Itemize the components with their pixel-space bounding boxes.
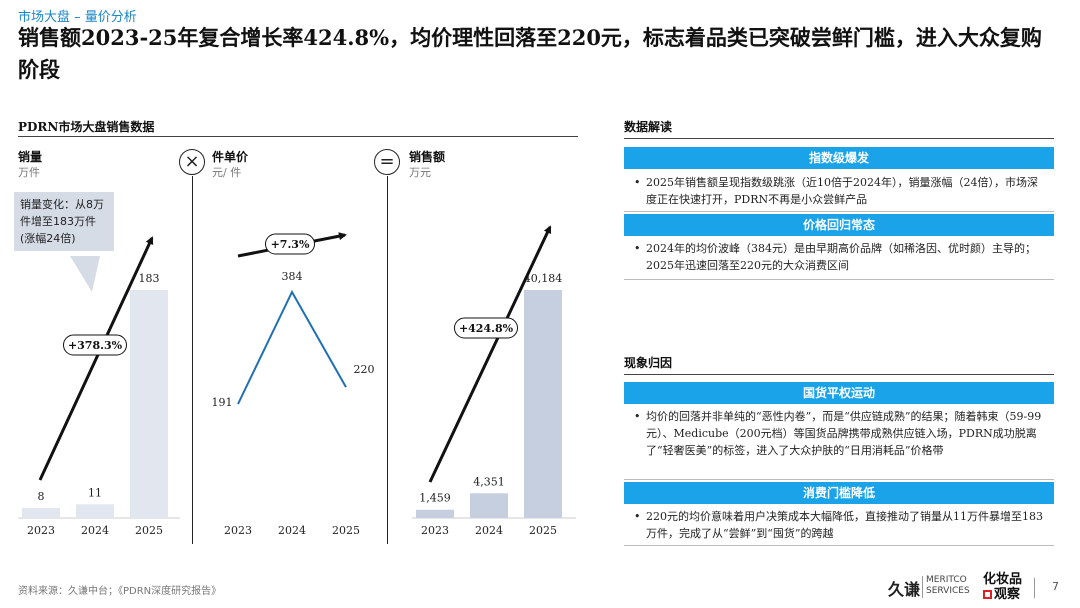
volume-callout: 销量变化：从8万件增至183万件 (涨幅24倍) xyxy=(14,192,114,251)
logo-top-text: 化妆品 xyxy=(983,572,1023,587)
bar xyxy=(130,290,168,518)
panel-label-volume: 销量 xyxy=(18,150,43,164)
x-tick-label: 2023 xyxy=(421,524,449,537)
data-reading-rule xyxy=(624,138,1054,139)
data-label: 40,184 xyxy=(524,272,563,285)
list-item: 均价的回落并非单纯的“恶性内卷”，而是“供应链成熟”的结果；随着韩束（59-99… xyxy=(624,408,1054,480)
source-note: 资料来源：久谦中台；《PDRN深度研究报告》 xyxy=(18,586,222,597)
logo-bottom-text: 观察 xyxy=(994,587,1021,602)
heading-threshold: 消费门槛降低 xyxy=(624,482,1054,504)
x-tick-label: 2023 xyxy=(224,524,252,537)
bullet-text: 2024年的均价波峰（384元）是由早期高价品牌（如稀洛因、优时颜）主导的；20… xyxy=(634,240,1054,274)
charts-svg: 2023 2024 2025 8 11 183 +378.3% 2023 2024 2025 191… xyxy=(18,225,576,537)
page-title: 销售额2023-25年复合增长率424.8%，均价理性回落至220元，标志着品类… xyxy=(18,25,1042,82)
meritco-logo-en-1: MERITCO xyxy=(926,575,967,585)
chart-section-rule xyxy=(18,136,578,137)
data-label: 1,459 xyxy=(419,492,451,505)
equals-icon: = xyxy=(374,149,400,175)
growth-label: +7.3% xyxy=(271,238,310,251)
bar xyxy=(470,493,508,518)
list-item: 2025年销售额呈现指数级跳涨（近10倍于2024年），销量涨幅（24倍），市场… xyxy=(624,174,1054,212)
breadcrumb: 市场大盘 – 量价分析 xyxy=(18,10,137,25)
heading-domestic: 国货平权运动 xyxy=(624,382,1054,404)
panel-label-price: 件单价 xyxy=(212,150,249,164)
logo-red-square xyxy=(983,590,992,599)
data-label: 220 xyxy=(354,363,375,376)
meritco-logo-en: MERITCO SERVICES xyxy=(926,575,970,597)
meritco-logo-cn: 久谦 xyxy=(888,580,921,599)
data-reading-title: 数据解读 xyxy=(624,120,673,134)
x-tick-label: 2024 xyxy=(81,524,109,537)
page-number: 7 xyxy=(1052,580,1059,593)
bar xyxy=(524,290,562,518)
price-series-line xyxy=(237,289,347,405)
list-item: 2024年的均价波峰（384元）是由早期高价品牌（如稀洛因、优时颜）主导的；20… xyxy=(624,240,1054,280)
callout-pointer xyxy=(70,256,100,292)
chart-section-title: PDRN市场大盘销售数据 xyxy=(18,120,155,134)
x-tick-label: 2025 xyxy=(529,524,557,537)
heading-exponential: 指数级爆发 xyxy=(624,147,1054,169)
page-divider xyxy=(1034,578,1035,598)
panel-label-sales: 销售额 xyxy=(409,150,446,164)
bullet-text: 220元的均价意味着用户决策成本大幅降低，直接推动了销量从11万件暴增至183万… xyxy=(634,508,1054,542)
growth-arrow xyxy=(428,225,552,483)
growth-arrow xyxy=(38,236,154,481)
bar xyxy=(22,508,60,518)
growth-pill xyxy=(265,233,315,255)
meritco-logo-en-2: SERVICES xyxy=(926,586,970,596)
list-item: 220元的均价意味着用户决策成本大幅降低，直接推动了销量从11万件暴增至183万… xyxy=(624,508,1054,546)
cause-title: 现象归因 xyxy=(624,356,673,370)
bullet-text: 2025年销售额呈现指数级跳涨（近10倍于2024年），销量涨幅（24倍），市场… xyxy=(634,174,1054,208)
panel-unit-price: 元/ 件 xyxy=(212,166,242,179)
bar xyxy=(416,509,454,518)
cause-rule xyxy=(624,374,1054,375)
logo-bottom-row: 观察 xyxy=(983,587,1022,602)
panel-unit-volume: 万件 xyxy=(18,166,40,179)
panel-divider xyxy=(192,176,193,544)
data-label: 191 xyxy=(212,396,233,409)
logo-divider xyxy=(922,576,923,598)
panel-unit-sales: 万元 xyxy=(409,166,431,179)
x-tick-label: 2024 xyxy=(475,524,503,537)
growth-pill xyxy=(454,317,518,339)
growth-label: +378.3% xyxy=(68,339,123,352)
x-tick-label: 2023 xyxy=(27,524,55,537)
cosmetics-observer-logo: 化妆品 观察 xyxy=(983,572,1022,602)
x-tick-label: 2025 xyxy=(332,524,360,537)
bar xyxy=(76,504,114,518)
heading-price-normal: 价格回归常态 xyxy=(624,214,1054,236)
growth-pill xyxy=(63,334,127,356)
data-label: 11 xyxy=(88,486,102,499)
panel-divider xyxy=(387,176,388,544)
growth-label: +424.8% xyxy=(459,322,514,335)
data-label: 183 xyxy=(139,272,160,285)
data-label: 384 xyxy=(282,270,303,283)
data-label: 4,351 xyxy=(473,475,505,488)
multiply-icon: × xyxy=(179,149,205,175)
x-tick-label: 2025 xyxy=(135,524,163,537)
bullet-text: 均价的回落并非单纯的“恶性内卷”，而是“供应链成熟”的结果；随着韩束（59-99… xyxy=(634,408,1054,459)
x-tick-label: 2024 xyxy=(278,524,306,537)
data-label: 8 xyxy=(38,490,45,503)
